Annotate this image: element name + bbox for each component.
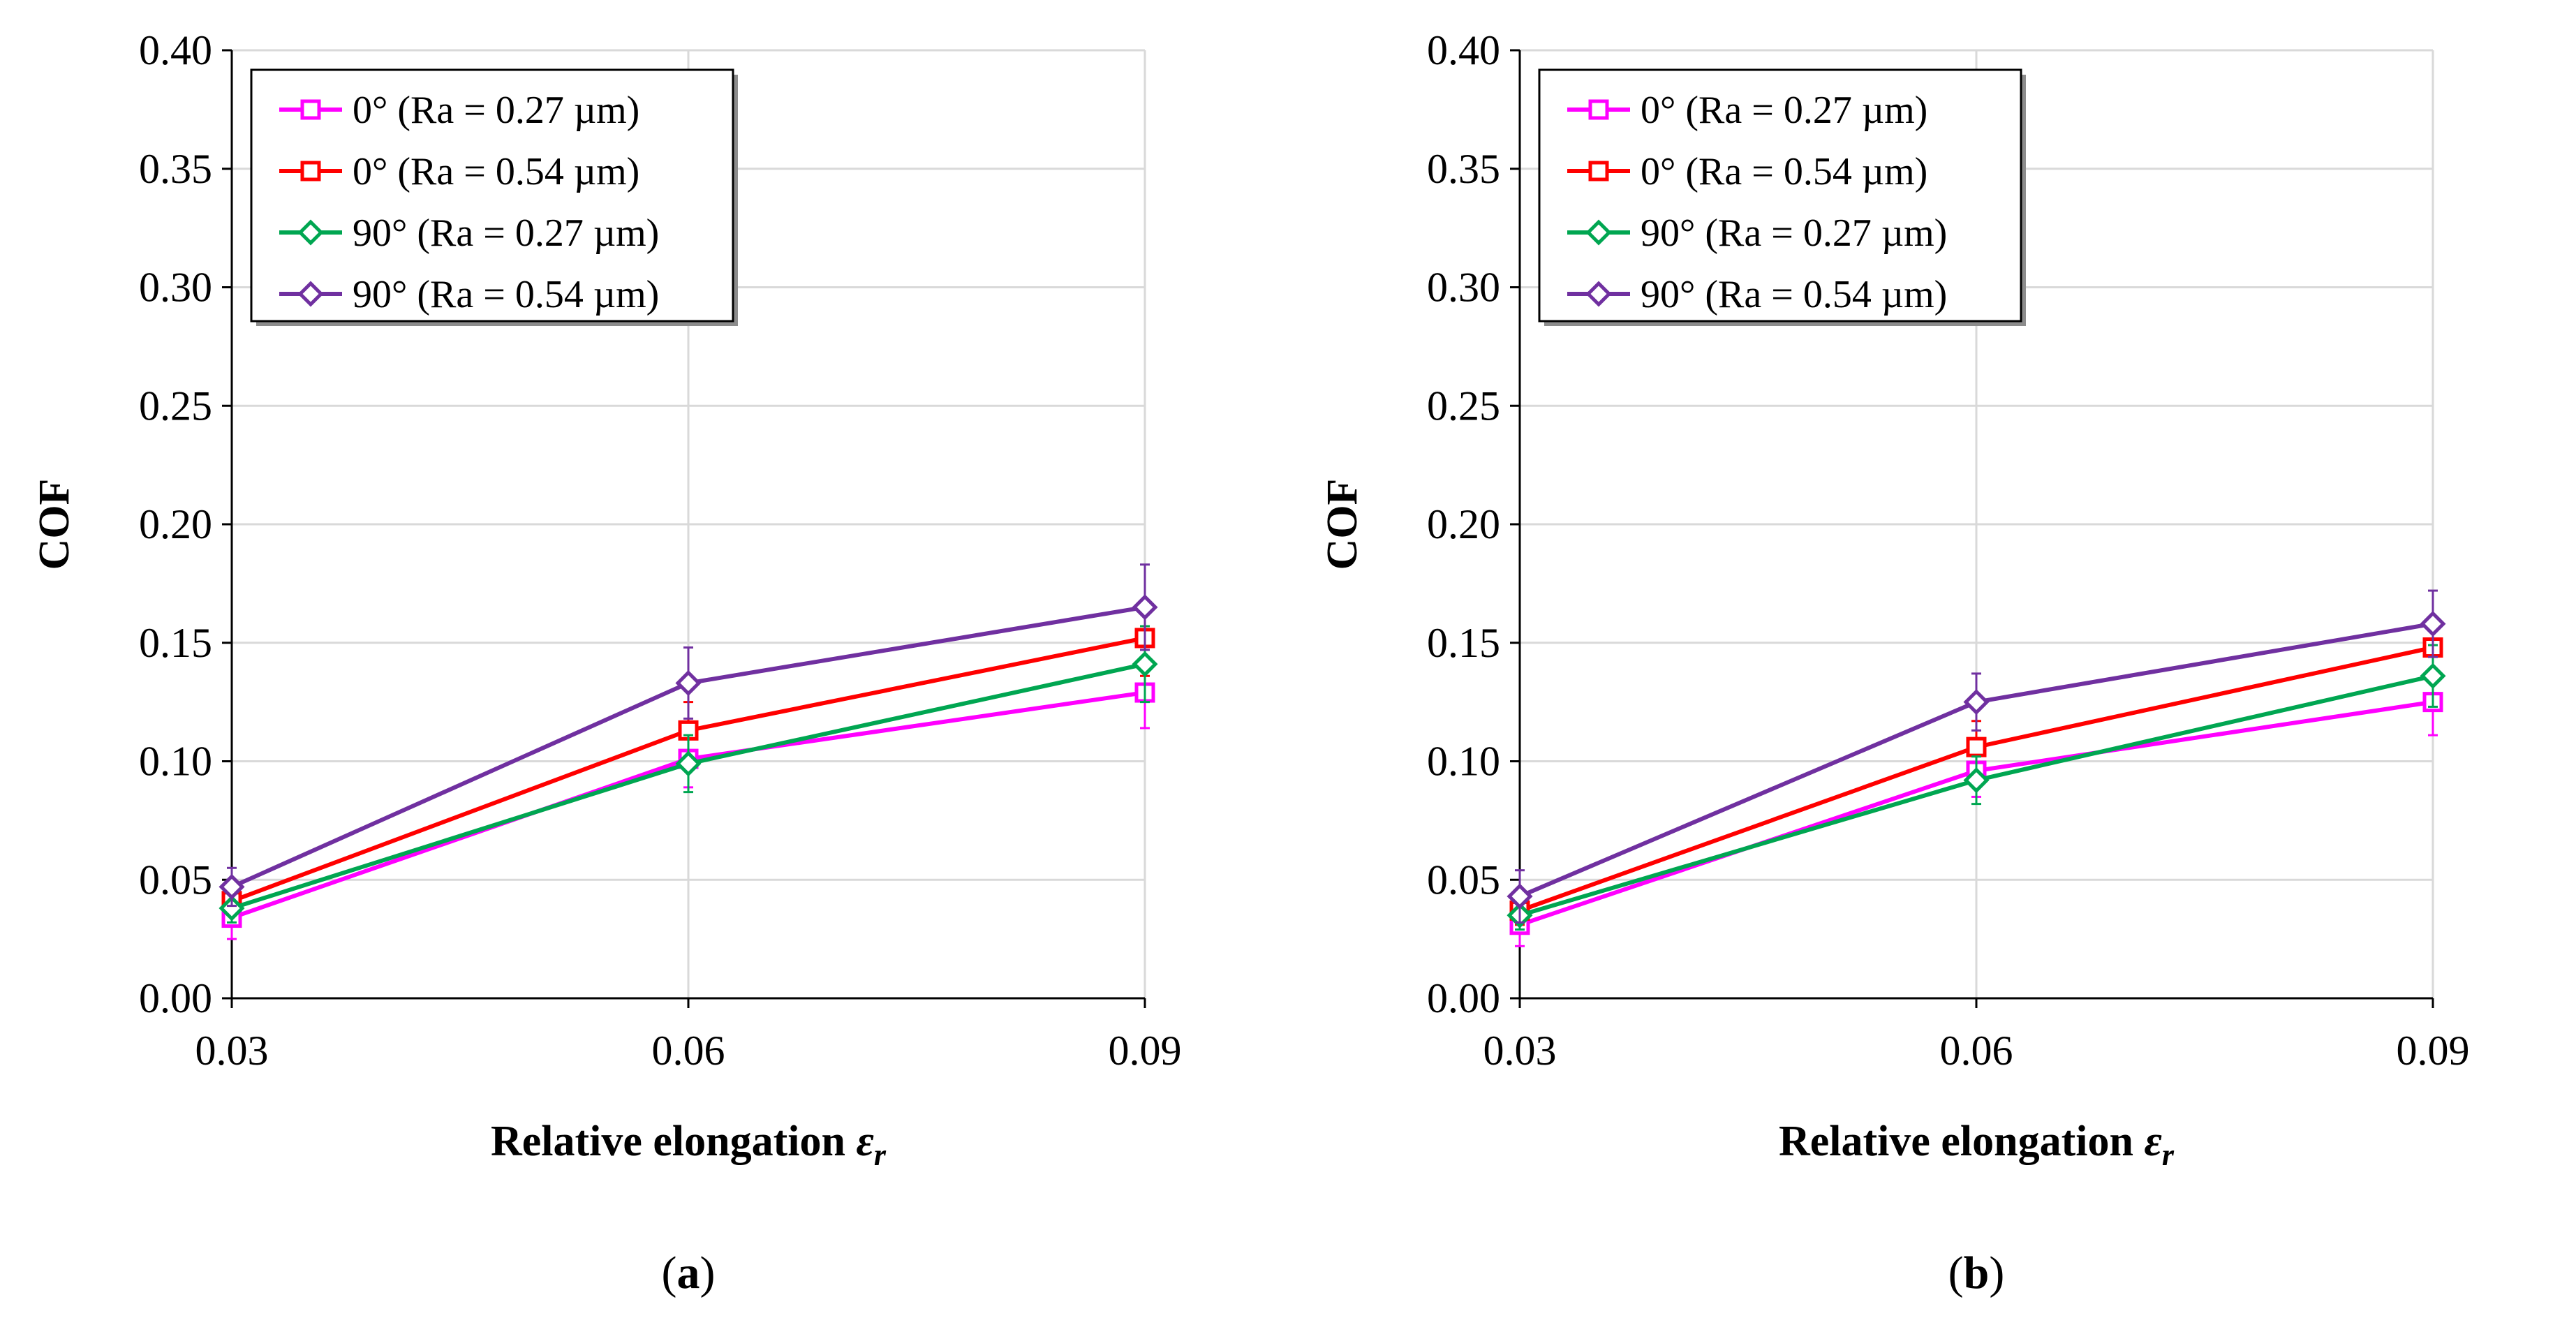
y-tick-label: 0.40 bbox=[139, 27, 212, 73]
legend-entry-label: 0° (Ra = 0.54 µm) bbox=[1641, 150, 1927, 193]
x-axis-title-symbol: ε bbox=[2144, 1118, 2161, 1165]
data-point bbox=[675, 669, 702, 697]
y-axis-title: COF bbox=[31, 479, 78, 570]
legend-swatch-marker bbox=[300, 99, 321, 120]
y-tick-label: 0.10 bbox=[139, 739, 212, 785]
y-tick-label: 0.30 bbox=[1427, 265, 1500, 311]
x-axis-title-subscript: r bbox=[874, 1138, 887, 1172]
x-axis-title-text: Relative elongation bbox=[1779, 1118, 2145, 1165]
legend-entry-label: 90° (Ra = 0.27 µm) bbox=[353, 212, 659, 255]
legend-swatch-marker bbox=[297, 219, 324, 246]
panel-label-close: ) bbox=[700, 1247, 716, 1298]
legend-entry-label: 90° (Ra = 0.27 µm) bbox=[1641, 212, 1947, 255]
y-tick-label: 0.30 bbox=[139, 265, 212, 311]
y-tick-label: 0.25 bbox=[1427, 383, 1500, 429]
legend-entry-label: 0° (Ra = 0.27 µm) bbox=[1641, 89, 1927, 132]
x-tick-label: 0.03 bbox=[195, 1028, 269, 1074]
data-point bbox=[219, 895, 245, 921]
data-point bbox=[2420, 662, 2446, 689]
legend-entry-label: 0° (Ra = 0.54 µm) bbox=[353, 150, 639, 193]
panel-label-close: ) bbox=[1989, 1247, 2004, 1298]
legend-swatch-marker bbox=[1585, 281, 1612, 307]
legend-entry-label: 90° (Ra = 0.54 µm) bbox=[353, 273, 659, 316]
legend-swatch-marker bbox=[1588, 99, 1609, 120]
data-point bbox=[219, 873, 245, 900]
y-tick-label: 0.25 bbox=[139, 383, 212, 429]
legend-swatch-marker bbox=[1588, 161, 1609, 182]
legend-swatch-marker bbox=[300, 161, 321, 182]
data-point bbox=[1132, 594, 1158, 621]
x-axis-title-subscript: r bbox=[2162, 1138, 2175, 1172]
y-tick-label: 0.05 bbox=[1427, 857, 1500, 903]
y-tick-label: 0.35 bbox=[139, 146, 212, 192]
panel-label-open: ( bbox=[1948, 1247, 1964, 1298]
legend: 0° (Ra = 0.27 µm) 0° (Ra = 0.54 µm) 90° (R… bbox=[1538, 68, 2026, 326]
panel-label: (b) bbox=[1948, 1247, 2005, 1298]
series-4 bbox=[219, 563, 1158, 908]
y-tick-label: 0.00 bbox=[139, 975, 212, 1021]
x-tick-label: 0.03 bbox=[1483, 1028, 1557, 1074]
y-tick-label: 0.40 bbox=[1427, 27, 1500, 73]
x-axis-title-text: Relative elongation bbox=[491, 1118, 857, 1165]
x-axis-title: Relative elongation εr bbox=[491, 1118, 887, 1172]
legend: 0° (Ra = 0.27 µm) 0° (Ra = 0.54 µm) 90° (R… bbox=[250, 68, 738, 326]
chart-panel-a: 0.00 0.05 0.10 0.15 0.20 0.25 0.30 0.35 0.40 0.03… bbox=[31, 27, 1182, 1298]
chart-panel-b: 0.00 0.05 0.10 0.15 0.20 0.25 0.30 0.35 0.40 0.03… bbox=[1319, 27, 2470, 1298]
x-axis-title-symbol: ε bbox=[856, 1118, 873, 1165]
data-point bbox=[1507, 883, 1533, 910]
x-tick-label: 0.09 bbox=[1109, 1028, 1182, 1074]
panel-label-letter: b bbox=[1964, 1247, 1990, 1298]
data-point bbox=[1132, 651, 1158, 677]
series-4 bbox=[1507, 589, 2446, 924]
y-axis-title: COF bbox=[1319, 479, 1366, 570]
y-tick-label: 0.00 bbox=[1427, 975, 1500, 1021]
data-point bbox=[1963, 767, 1990, 794]
y-tick-label: 0.35 bbox=[1427, 146, 1500, 192]
x-tick-label: 0.06 bbox=[652, 1028, 725, 1074]
y-tick-label: 0.20 bbox=[1427, 501, 1500, 547]
series-3 bbox=[1507, 644, 2446, 931]
panel-label: (a) bbox=[662, 1247, 716, 1298]
y-tick-label: 0.15 bbox=[1427, 620, 1500, 666]
x-tick-label: 0.06 bbox=[1940, 1028, 2013, 1074]
legend-swatch-marker bbox=[1585, 219, 1612, 246]
data-point bbox=[2420, 611, 2446, 637]
data-point bbox=[1963, 689, 1990, 716]
data-point bbox=[675, 750, 702, 777]
panel-label-letter: a bbox=[677, 1247, 700, 1298]
y-tick-label: 0.15 bbox=[139, 620, 212, 666]
y-tick-label: 0.20 bbox=[139, 501, 212, 547]
x-tick-label: 0.09 bbox=[2397, 1028, 2470, 1074]
y-tick-label: 0.10 bbox=[1427, 739, 1500, 785]
data-point bbox=[1966, 736, 1987, 757]
x-axis-title: Relative elongation εr bbox=[1779, 1118, 2175, 1172]
panel-label-open: ( bbox=[662, 1247, 677, 1298]
legend-entry-label: 0° (Ra = 0.27 µm) bbox=[353, 89, 639, 132]
legend-entry-label: 90° (Ra = 0.54 µm) bbox=[1641, 273, 1947, 316]
legend-swatch-marker bbox=[297, 281, 324, 307]
y-tick-label: 0.05 bbox=[139, 857, 212, 903]
